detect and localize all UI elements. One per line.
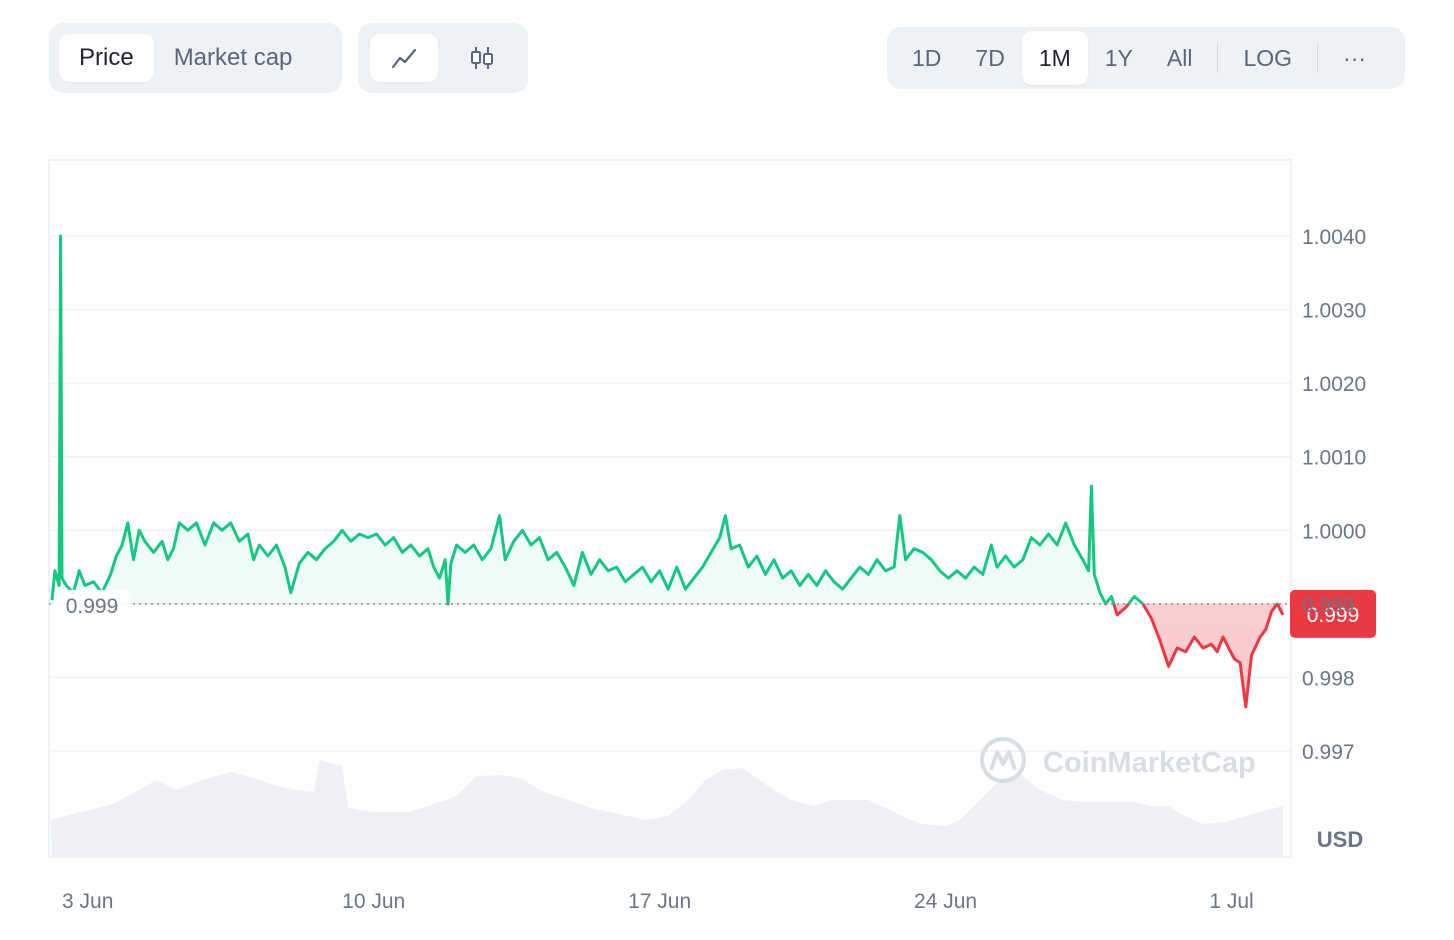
current-price-badge: 0.999 <box>1290 589 1376 638</box>
range-1m-button[interactable]: 1M <box>1021 31 1088 85</box>
line-chart-icon <box>391 48 417 69</box>
x-tick-label: 3 Jun <box>62 890 113 913</box>
x-tick-label: 17 Jun <box>628 890 691 913</box>
range-1d-button[interactable]: 1D <box>912 44 942 71</box>
y-axis: 1.0040 1.0030 1.0020 1.0010 1.0000 0.999 0.998… <box>1302 226 1366 764</box>
volume-area-layer <box>50 760 1284 857</box>
y-tick-label: 1.0000 <box>1302 520 1366 543</box>
plot-frame <box>48 159 1292 858</box>
y-tick-label: 1.0040 <box>1302 226 1366 249</box>
y-tick-label: 0.998 <box>1302 667 1355 690</box>
y-tick-label: 1.0020 <box>1302 373 1366 396</box>
x-axis: 3 Jun 10 Jun 17 Jun 24 Jun 1 Jul <box>62 890 1254 913</box>
candlestick-icon <box>471 47 493 69</box>
current-price-text: 0.999 <box>1307 604 1360 627</box>
tab-market-cap[interactable]: Market cap <box>173 44 293 71</box>
coinmarketcap-watermark: CoinMarketCap <box>980 737 1256 783</box>
log-scale-button[interactable]: LOG <box>1243 44 1293 71</box>
line-chart-button[interactable] <box>370 34 438 82</box>
price-area-up <box>52 236 1143 604</box>
candlestick-button[interactable] <box>448 34 516 82</box>
price-line-down <box>446 603 1285 709</box>
y-tick-label: 1.0030 <box>1302 300 1366 323</box>
baseline-label: 0.999 <box>54 589 130 620</box>
range-all-button[interactable]: All <box>1166 44 1193 71</box>
baseline-label-text: 0.999 <box>66 595 119 618</box>
x-tick-label: 24 Jun <box>914 890 977 913</box>
current-price-badge-bg <box>1290 589 1376 638</box>
price-fill-layer <box>52 236 1283 707</box>
tab-price[interactable]: Price <box>59 34 154 82</box>
price-line-up <box>50 234 1279 604</box>
baseline-layer: 0.999 0.999 <box>49 589 1376 638</box>
y-tick-label: 0.997 <box>1302 741 1355 764</box>
x-tick-label: 10 Jun <box>342 890 405 913</box>
time-range-selector: 1D 7D 1M 1Y All LOG ··· <box>887 27 1405 89</box>
x-tick-label: 1 Jul <box>1209 890 1253 913</box>
divider <box>1217 43 1219 73</box>
watermark-text: CoinMarketCap <box>1043 747 1256 779</box>
chart-mode-toggle <box>358 23 528 93</box>
range-7d-button[interactable]: 7D <box>975 44 1005 71</box>
divider <box>1317 43 1319 73</box>
price-line-layer <box>50 234 1285 709</box>
coinmarketcap-logo-icon <box>980 737 1026 783</box>
chart-type-toggle: Price Market cap <box>49 23 342 93</box>
y-tick-label: 0.999 <box>1302 594 1355 617</box>
more-options-button[interactable]: ··· <box>1343 44 1367 71</box>
unit-label: USD <box>1317 827 1363 852</box>
y-tick-label: 1.0010 <box>1302 447 1366 470</box>
range-1y-button[interactable]: 1Y <box>1104 44 1133 71</box>
baseline-label-bg <box>54 589 130 620</box>
price-area-down <box>52 603 1283 707</box>
volume-area <box>50 760 1284 857</box>
